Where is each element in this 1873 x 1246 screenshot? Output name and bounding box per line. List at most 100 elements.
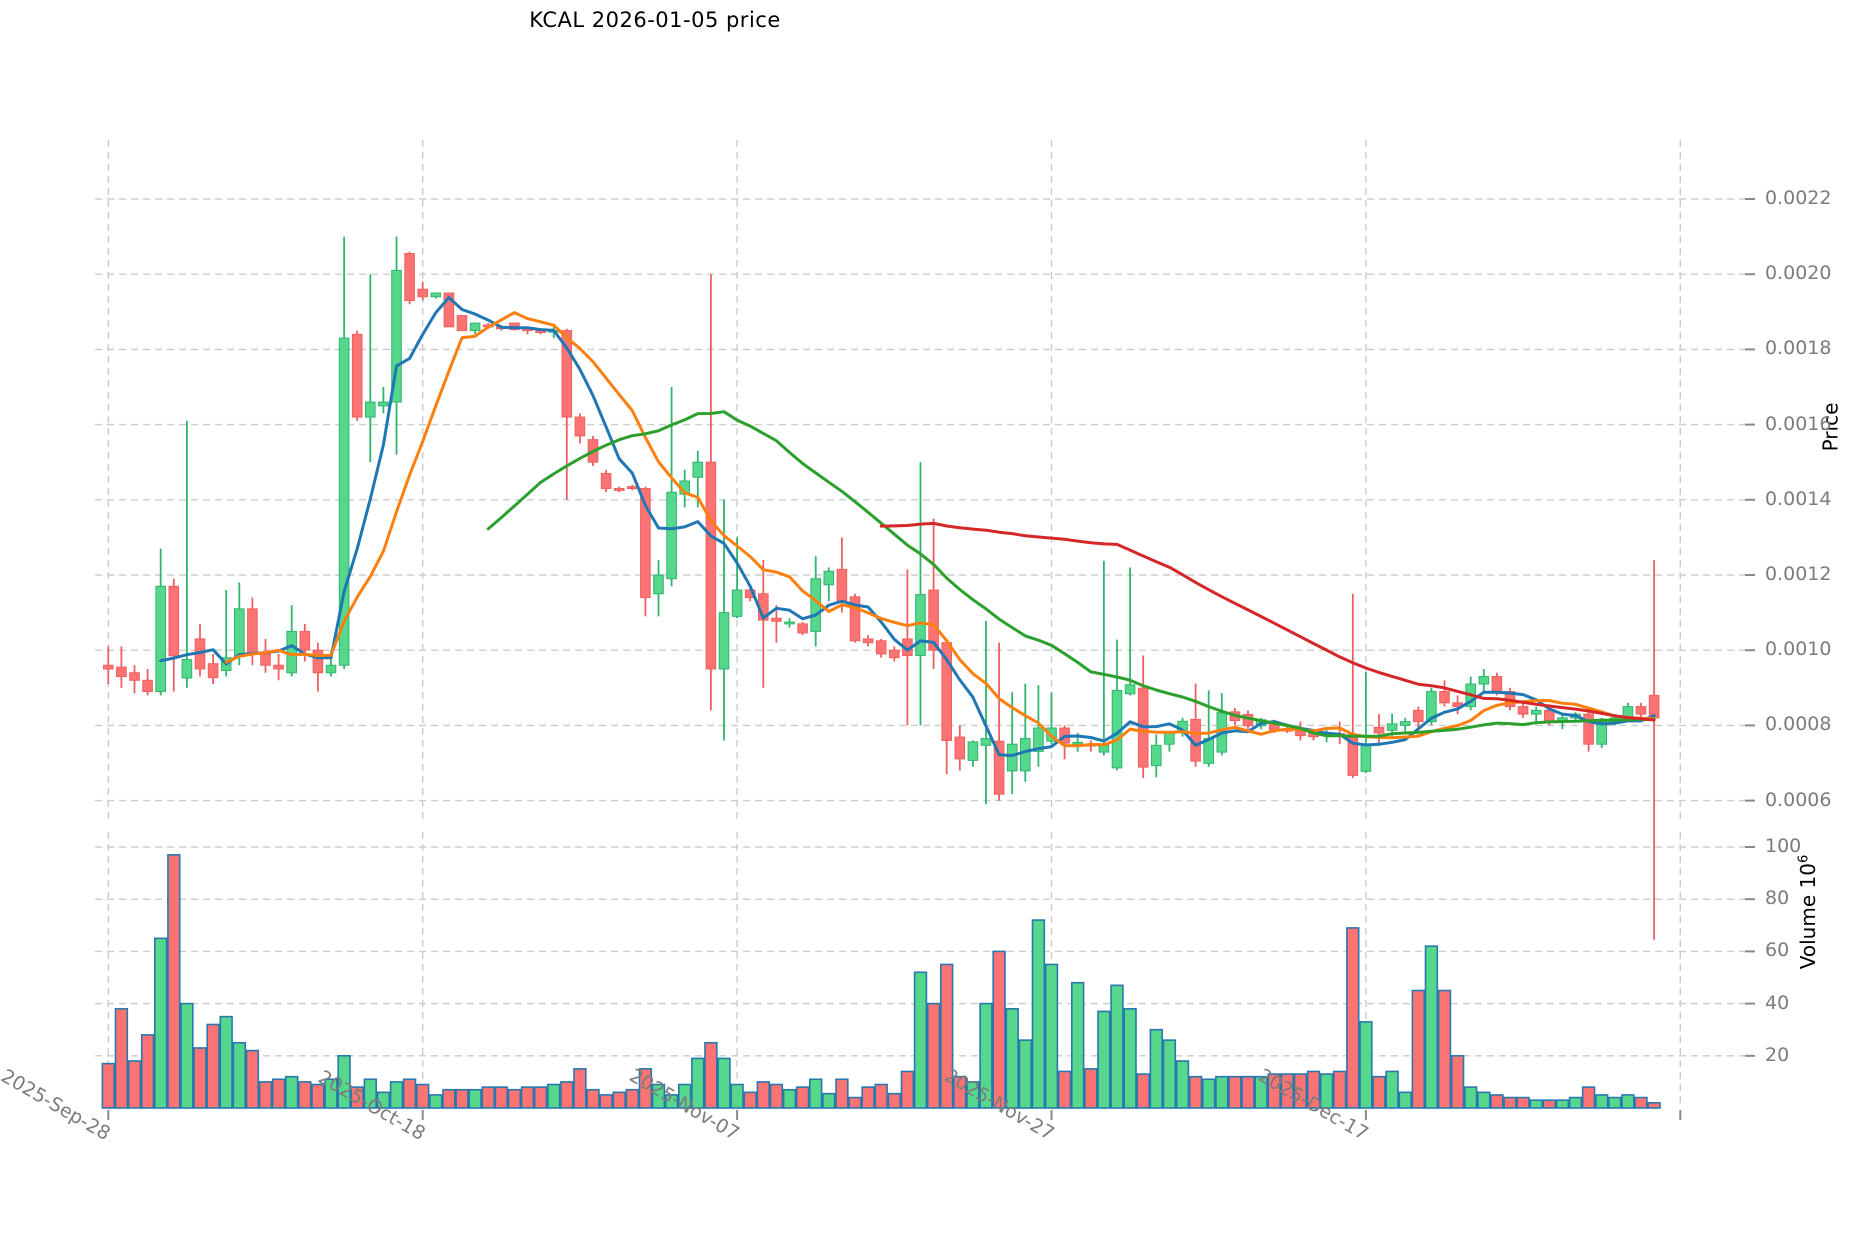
ma-line-30 <box>486 410 1656 738</box>
candle-body <box>1373 726 1385 734</box>
candle-body <box>1596 721 1608 745</box>
volume-bar <box>1097 1010 1111 1109</box>
volume-bar <box>180 1002 194 1109</box>
candle-body <box>718 612 730 670</box>
volume-bar <box>756 1081 771 1109</box>
volume-bar <box>769 1083 784 1109</box>
volume-bar <box>1555 1099 1570 1109</box>
candle-body <box>784 621 795 625</box>
volume-bar <box>520 1086 535 1109</box>
candle-body <box>574 416 586 437</box>
volume-bar <box>114 1008 129 1109</box>
volume-bar <box>1005 1008 1019 1109</box>
volume-bar <box>808 1078 823 1109</box>
candle-body <box>325 664 337 674</box>
volume-bar <box>939 963 954 1109</box>
volume-bar <box>743 1091 757 1109</box>
volume-bar <box>1503 1096 1517 1109</box>
volume-bar <box>900 1070 915 1109</box>
candle-body <box>116 666 127 678</box>
volume-bar <box>429 1094 443 1109</box>
volume-bar <box>1581 1086 1596 1109</box>
volume-bar <box>1621 1094 1635 1109</box>
candle-body <box>954 736 966 760</box>
candle-body <box>260 653 271 666</box>
price-tick-label: 0.0014 <box>1765 487 1832 510</box>
volume-bar <box>887 1092 902 1109</box>
price-tick-label: 0.0006 <box>1765 788 1832 811</box>
volume-tick-label: 100 <box>1765 835 1802 857</box>
volume-bar <box>992 950 1006 1109</box>
candle-body <box>875 640 887 655</box>
volume-bar <box>730 1083 744 1109</box>
volume-bar <box>717 1057 731 1109</box>
volume-bar <box>481 1086 495 1109</box>
volume-bar <box>704 1041 718 1109</box>
volume-bar <box>389 1081 404 1109</box>
volume-bar <box>1542 1099 1557 1109</box>
volume-bar <box>1529 1099 1543 1109</box>
volume-bar <box>1372 1075 1386 1109</box>
candle-body <box>705 461 717 670</box>
candle-body <box>731 589 743 617</box>
volume-bar <box>1215 1075 1229 1109</box>
volume-bar <box>1477 1091 1491 1109</box>
volume-bar <box>350 1086 364 1109</box>
volume-bar <box>1306 1070 1321 1109</box>
volume-bar <box>848 1096 862 1109</box>
volume-bar <box>1595 1094 1609 1109</box>
volume-bar <box>1188 1075 1203 1109</box>
volume-bar <box>1490 1094 1504 1109</box>
candle-body <box>1530 709 1542 715</box>
volume-bar <box>1110 984 1124 1109</box>
ma-line-10 <box>224 311 1656 748</box>
candle-body <box>1399 721 1411 726</box>
chart-title: KCAL 2026-01-05 price <box>529 8 781 32</box>
volume-bar <box>101 1062 116 1109</box>
volume-bar <box>206 1023 220 1109</box>
volume-bar <box>953 1075 967 1109</box>
candle-body <box>443 292 455 328</box>
candle-body <box>168 585 180 657</box>
candle-body <box>1006 743 1018 772</box>
volume-bar <box>573 1068 587 1109</box>
volume-bar <box>494 1086 508 1109</box>
candle-body <box>1033 727 1044 752</box>
candle-body <box>142 679 153 693</box>
candle-body <box>613 488 625 491</box>
volume-tick-label: 80 <box>1765 887 1790 910</box>
volume-bar <box>795 1086 810 1109</box>
volume-bar <box>782 1088 797 1109</box>
candle-body <box>1491 676 1503 693</box>
volume-bar <box>271 1078 286 1109</box>
volume-bar <box>1228 1075 1242 1109</box>
volume-bar <box>861 1086 875 1109</box>
candle-body <box>993 740 1005 795</box>
volume-bar <box>1149 1028 1164 1109</box>
volume-bar <box>455 1088 469 1109</box>
volume-bar <box>1319 1073 1334 1109</box>
candle-body <box>1544 709 1555 723</box>
candle-body <box>391 269 402 403</box>
volume-bar <box>586 1088 600 1109</box>
candle-body <box>1151 744 1162 767</box>
candle-body <box>823 570 835 586</box>
volume-bar <box>638 1068 653 1109</box>
price-tick-label: 0.0010 <box>1765 638 1832 661</box>
volume-bar <box>1136 1073 1150 1109</box>
volume-bar <box>1568 1096 1583 1109</box>
candle-body <box>234 608 245 657</box>
candle-body <box>351 333 363 418</box>
volume-bar <box>1254 1075 1268 1109</box>
candle-body <box>889 649 900 659</box>
candle-body <box>129 672 140 681</box>
volume-bar <box>1634 1096 1648 1109</box>
volume-bar <box>1123 1008 1137 1109</box>
volume-bar <box>1346 927 1360 1109</box>
volume-bar <box>1162 1039 1177 1109</box>
volume-bar <box>193 1047 207 1109</box>
ma-line-60 <box>879 521 1656 722</box>
volume-bar <box>1202 1078 1216 1109</box>
candle-body <box>103 664 114 670</box>
